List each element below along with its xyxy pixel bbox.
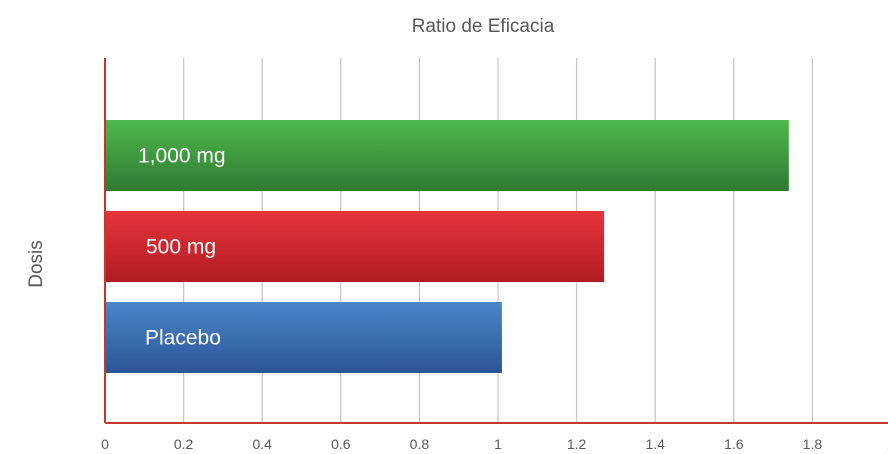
x-tick-label: 0.8 [410, 436, 430, 452]
x-tick-label: 1.4 [645, 436, 665, 452]
bar-1 [105, 211, 605, 282]
bar-label: 500 mg [146, 236, 216, 259]
bar-label: Placebo [145, 327, 221, 350]
x-tick-label: 0 [101, 436, 109, 452]
bar-label: 1,000 mg [138, 145, 226, 168]
x-tick-label: 1 [494, 436, 502, 452]
x-tick-label: 1.8 [803, 436, 823, 452]
bars: 1,000 mg 500 mg Placebo [105, 120, 789, 373]
bar-2 [105, 302, 502, 373]
x-axis-ticks: 00.20.40.60.811.21.41.61.82 [101, 436, 888, 452]
chart-title: Ratio de Eficacia [412, 16, 555, 37]
y-axis-label: Dosis [26, 240, 47, 288]
x-tick-label: 0.4 [252, 436, 272, 452]
x-tick-label: 1.6 [724, 436, 744, 452]
x-tick-label: 0.2 [174, 436, 194, 452]
x-tick-label: 1.2 [567, 436, 587, 452]
bar-0 [105, 120, 789, 191]
x-tick-label: 0.6 [331, 436, 351, 452]
axes [104, 58, 888, 424]
